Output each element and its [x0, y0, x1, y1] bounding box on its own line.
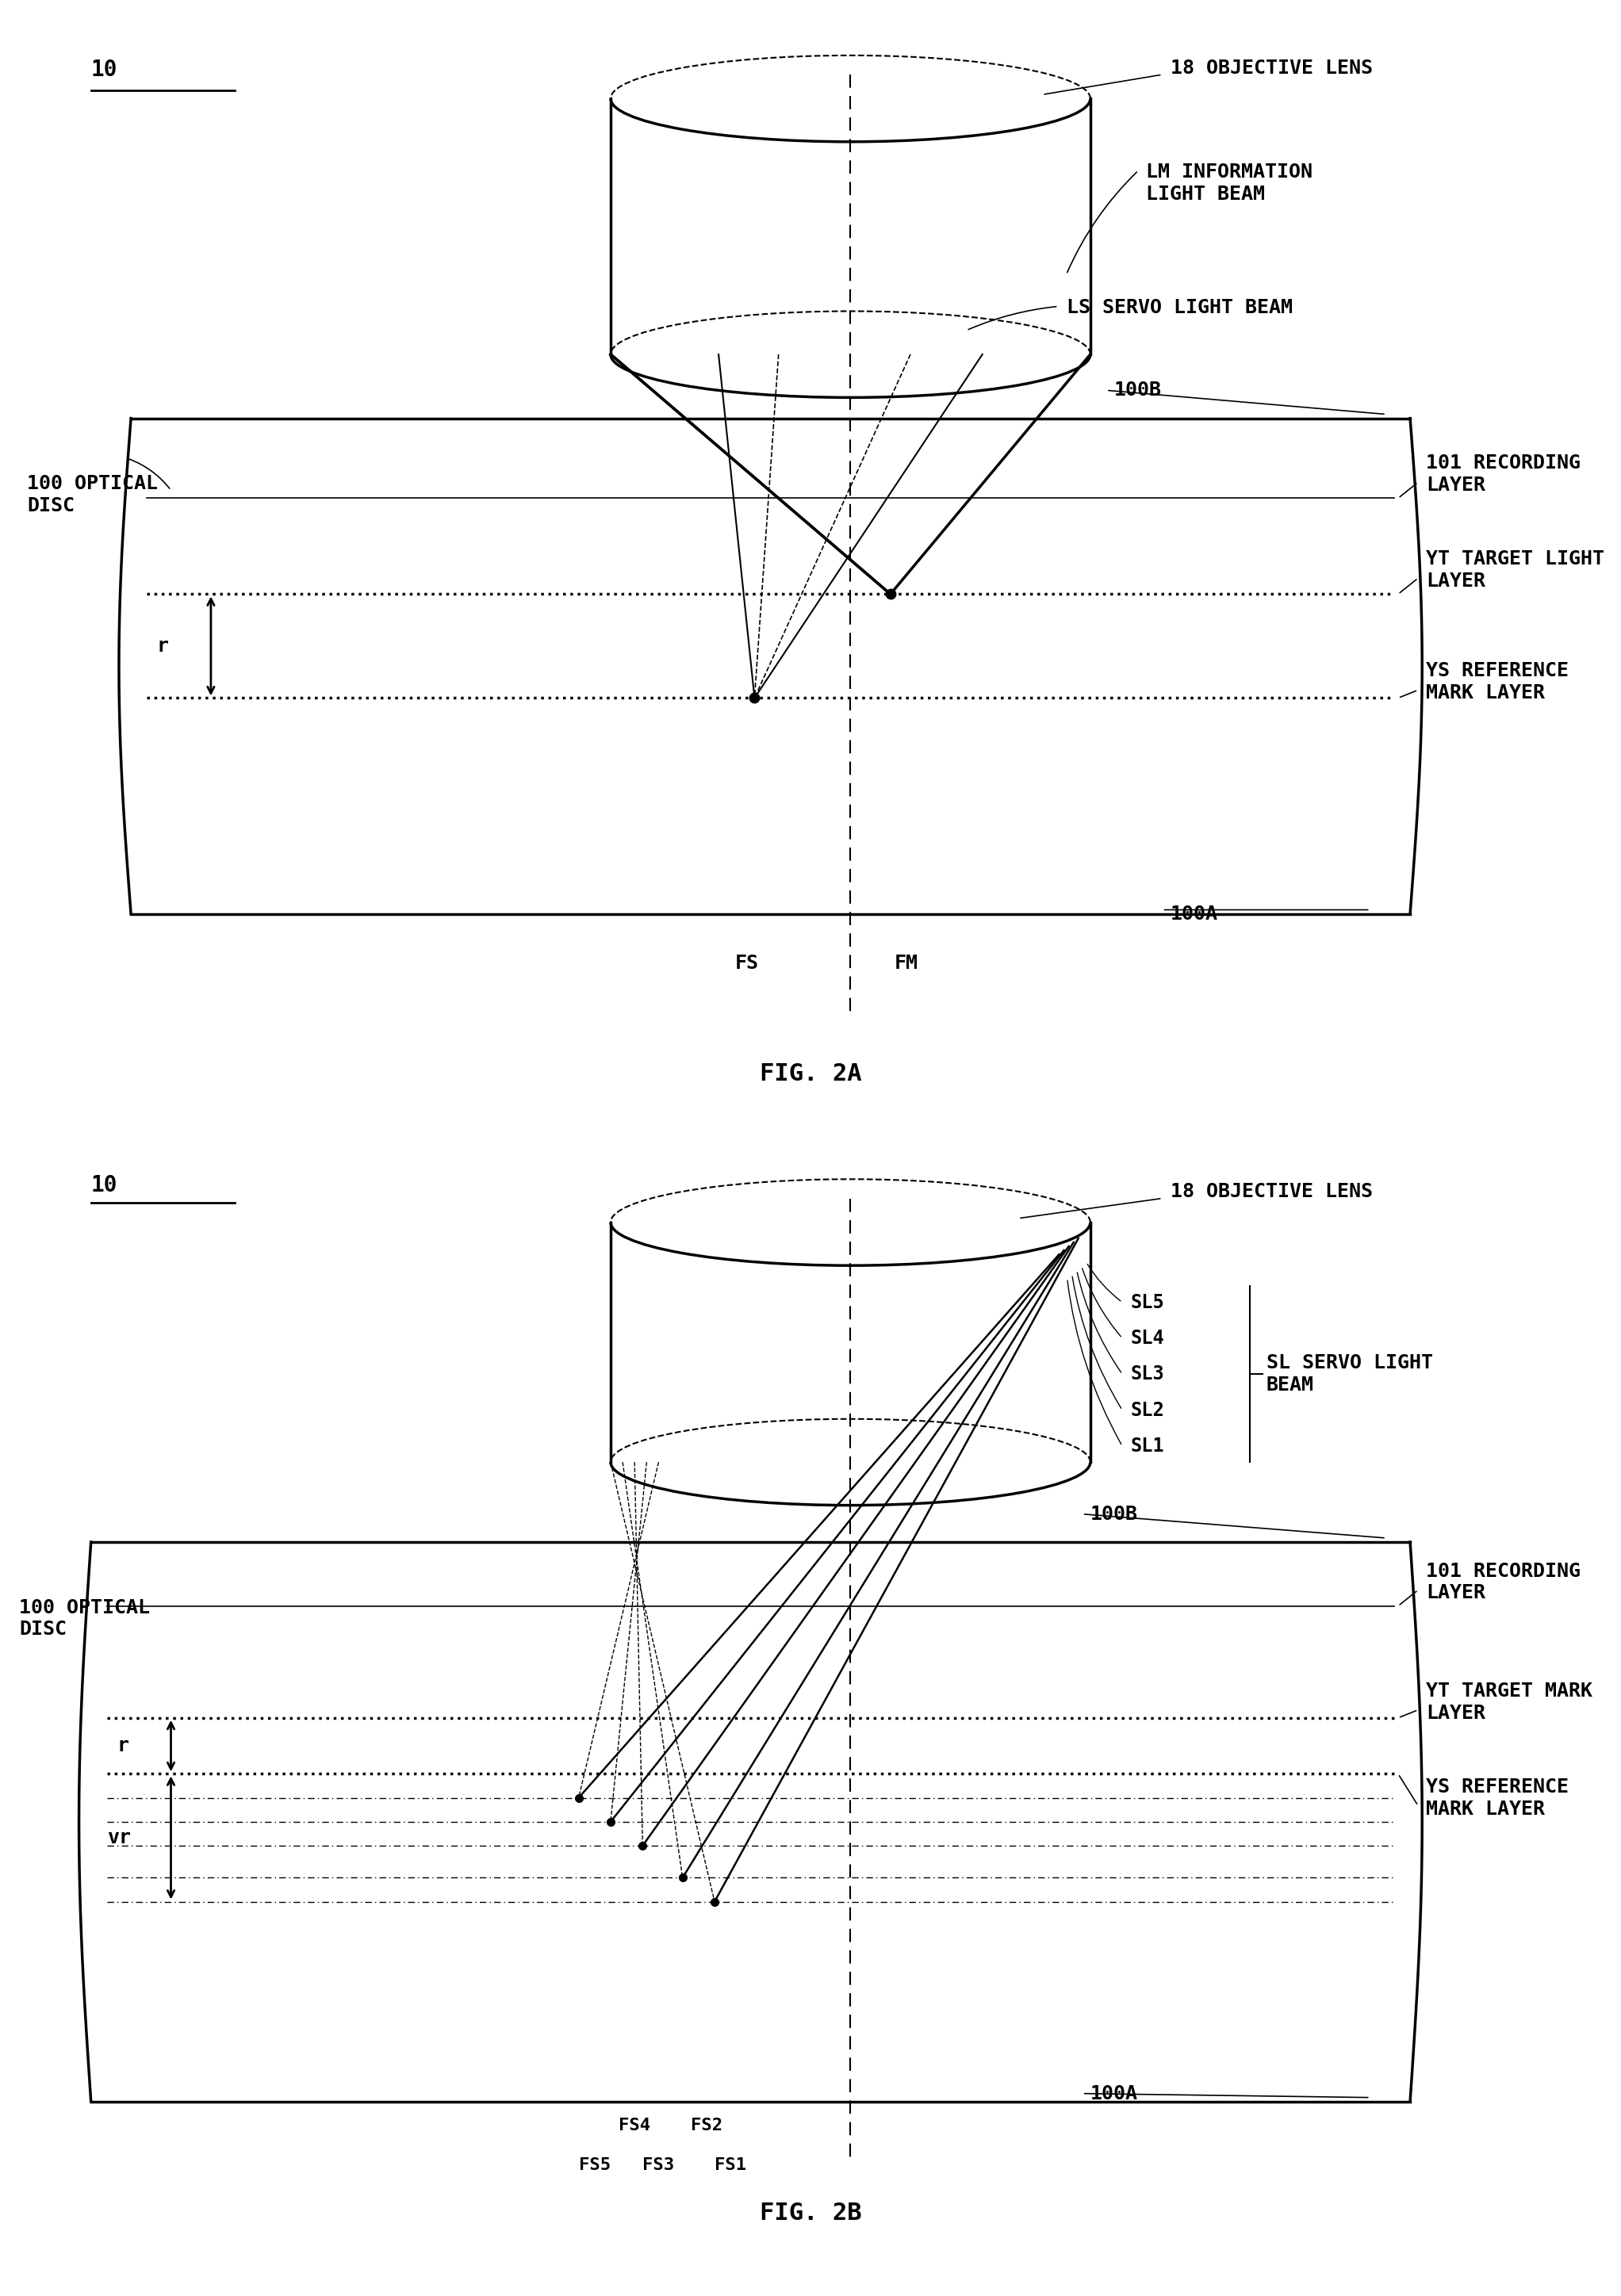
Text: LS SERVO LIGHT BEAM: LS SERVO LIGHT BEAM — [1067, 298, 1292, 317]
Text: 101 RECORDING
LAYER: 101 RECORDING LAYER — [1426, 1561, 1580, 1603]
Text: 10: 10 — [91, 1173, 118, 1196]
Text: vr: vr — [107, 1828, 131, 1848]
Text: 101 RECORDING
LAYER: 101 RECORDING LAYER — [1426, 455, 1580, 494]
Text: SL3: SL3 — [1130, 1364, 1164, 1384]
Text: 100B: 100B — [1114, 381, 1162, 400]
Text: FS4: FS4 — [619, 2117, 650, 2133]
Text: FIG. 2A: FIG. 2A — [760, 1063, 861, 1086]
Text: YT TARGET LIGHT
LAYER: YT TARGET LIGHT LAYER — [1426, 549, 1605, 590]
Text: 100B: 100B — [1091, 1504, 1138, 1525]
Text: 100 OPTICAL
DISC: 100 OPTICAL DISC — [19, 1598, 149, 1639]
Text: YS REFERENCE
MARK LAYER: YS REFERENCE MARK LAYER — [1426, 1777, 1569, 1818]
Text: FS: FS — [734, 953, 759, 974]
Text: FM: FM — [895, 953, 919, 974]
Text: FS2: FS2 — [691, 2117, 723, 2133]
Text: 100A: 100A — [1091, 2085, 1138, 2103]
Text: SL SERVO LIGHT
BEAM: SL SERVO LIGHT BEAM — [1266, 1355, 1433, 1394]
Text: YT TARGET MARK
LAYER: YT TARGET MARK LAYER — [1426, 1681, 1593, 1722]
Text: 18 OBJECTIVE LENS: 18 OBJECTIVE LENS — [1170, 60, 1373, 78]
Text: FS5: FS5 — [579, 2158, 611, 2174]
Text: 100 OPTICAL
DISC: 100 OPTICAL DISC — [28, 475, 157, 514]
Text: FIG. 2B: FIG. 2B — [760, 2202, 861, 2225]
Text: r: r — [157, 636, 169, 657]
Text: 18 OBJECTIVE LENS: 18 OBJECTIVE LENS — [1170, 1182, 1373, 1201]
Text: 10: 10 — [91, 60, 118, 80]
Text: SL5: SL5 — [1130, 1293, 1164, 1311]
Text: 100A: 100A — [1170, 905, 1217, 923]
Text: FS3: FS3 — [642, 2158, 674, 2174]
Text: r: r — [117, 1736, 130, 1756]
Text: SL1: SL1 — [1130, 1437, 1164, 1456]
Text: LM INFORMATION
LIGHT BEAM: LM INFORMATION LIGHT BEAM — [1146, 163, 1313, 204]
Text: SL4: SL4 — [1130, 1329, 1164, 1348]
Text: SL2: SL2 — [1130, 1401, 1164, 1419]
Text: FS1: FS1 — [715, 2158, 746, 2174]
Text: YS REFERENCE
MARK LAYER: YS REFERENCE MARK LAYER — [1426, 661, 1569, 703]
